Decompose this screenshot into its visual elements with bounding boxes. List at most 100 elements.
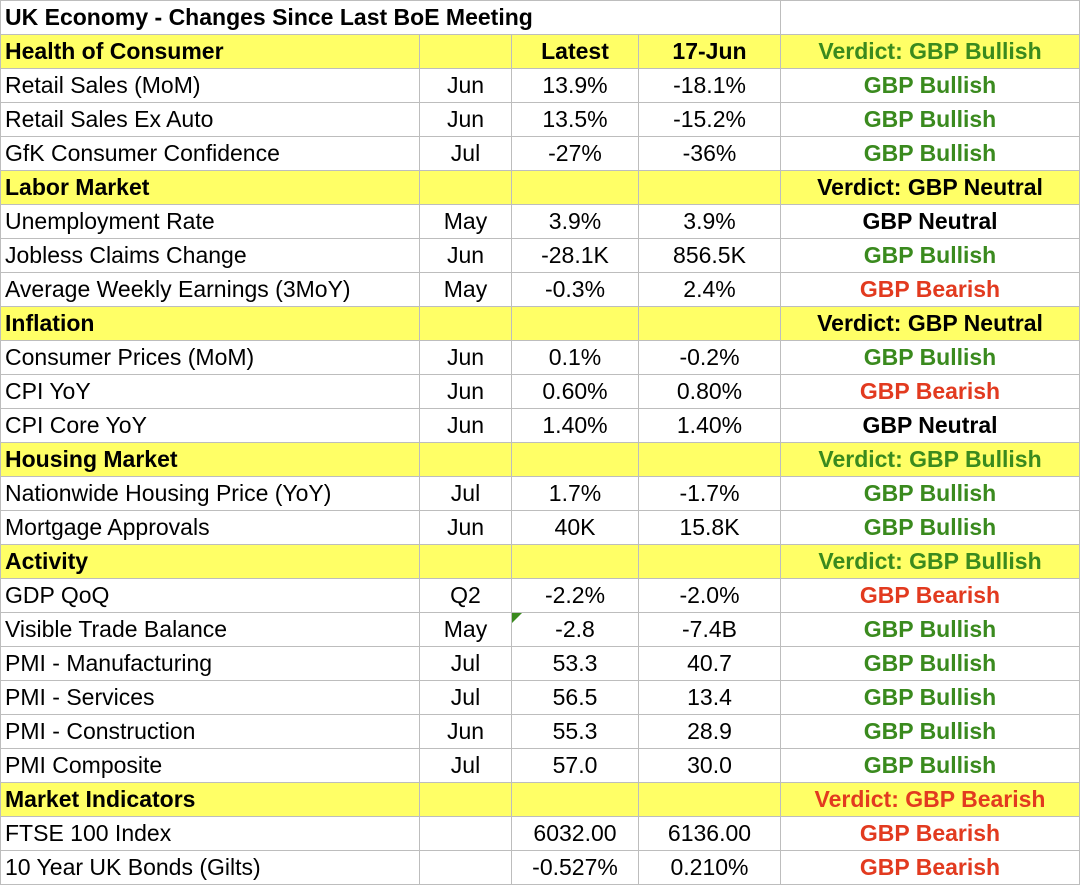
indicator-name-cell[interactable]: Consumer Prices (MoM)	[0, 340, 420, 375]
latest-header-cell[interactable]	[511, 544, 639, 579]
section-verdict-cell[interactable]: Verdict: GBP Bearish	[780, 782, 1080, 817]
sheet-title[interactable]: UK Economy - Changes Since Last BoE Meet…	[0, 0, 781, 35]
previous-value-cell[interactable]: 30.0	[638, 748, 781, 783]
verdict-cell[interactable]: GBP Bullish	[780, 646, 1080, 681]
indicator-name-cell[interactable]: GDP QoQ	[0, 578, 420, 613]
previous-value-cell[interactable]: -36%	[638, 136, 781, 171]
period-cell[interactable]: Jun	[419, 510, 512, 545]
comment-indicator-icon[interactable]	[512, 613, 522, 623]
previous-value-cell[interactable]: 0.210%	[638, 850, 781, 885]
verdict-cell[interactable]: GBP Bullish	[780, 238, 1080, 273]
latest-value-cell[interactable]: -27%	[511, 136, 639, 171]
previous-header-cell[interactable]	[638, 170, 781, 205]
period-cell[interactable]	[419, 306, 512, 341]
section-name-cell[interactable]: Inflation	[0, 306, 420, 341]
period-cell[interactable]	[419, 544, 512, 579]
latest-value-cell[interactable]: -28.1K	[511, 238, 639, 273]
verdict-cell[interactable]: GBP Bearish	[780, 816, 1080, 851]
latest-value-cell[interactable]: 55.3	[511, 714, 639, 749]
verdict-cell[interactable]: GBP Bearish	[780, 374, 1080, 409]
previous-value-cell[interactable]: 0.80%	[638, 374, 781, 409]
period-cell[interactable]: May	[419, 612, 512, 647]
period-cell[interactable]: Q2	[419, 578, 512, 613]
latest-value-cell[interactable]: 56.5	[511, 680, 639, 715]
previous-value-cell[interactable]: 28.9	[638, 714, 781, 749]
period-cell[interactable]	[419, 170, 512, 205]
period-cell[interactable]: Jun	[419, 374, 512, 409]
indicator-name-cell[interactable]: PMI - Construction	[0, 714, 420, 749]
indicator-name-cell[interactable]: Average Weekly Earnings (3MoY)	[0, 272, 420, 307]
section-name-cell[interactable]: Market Indicators	[0, 782, 420, 817]
period-cell[interactable]	[419, 34, 512, 69]
indicator-name-cell[interactable]: 10 Year UK Bonds (Gilts)	[0, 850, 420, 885]
previous-header-cell[interactable]	[638, 442, 781, 477]
indicator-name-cell[interactable]: Nationwide Housing Price (YoY)	[0, 476, 420, 511]
verdict-cell[interactable]: GBP Bullish	[780, 68, 1080, 103]
indicator-name-cell[interactable]: Retail Sales (MoM)	[0, 68, 420, 103]
verdict-cell[interactable]: GBP Bullish	[780, 476, 1080, 511]
previous-value-cell[interactable]: 856.5K	[638, 238, 781, 273]
previous-value-cell[interactable]: -18.1%	[638, 68, 781, 103]
previous-value-cell[interactable]: 13.4	[638, 680, 781, 715]
previous-value-cell[interactable]: 1.40%	[638, 408, 781, 443]
latest-value-cell[interactable]: 13.9%	[511, 68, 639, 103]
section-name-cell[interactable]: Housing Market	[0, 442, 420, 477]
indicator-name-cell[interactable]: Mortgage Approvals	[0, 510, 420, 545]
verdict-cell[interactable]: GBP Bullish	[780, 136, 1080, 171]
indicator-name-cell[interactable]: PMI - Manufacturing	[0, 646, 420, 681]
verdict-cell[interactable]: GBP Bullish	[780, 102, 1080, 137]
verdict-cell[interactable]: GBP Bearish	[780, 850, 1080, 885]
section-verdict-cell[interactable]: Verdict: GBP Bullish	[780, 442, 1080, 477]
period-cell[interactable]: Jun	[419, 714, 512, 749]
latest-value-cell[interactable]: 1.40%	[511, 408, 639, 443]
indicator-name-cell[interactable]: Jobless Claims Change	[0, 238, 420, 273]
indicator-name-cell[interactable]: Unemployment Rate	[0, 204, 420, 239]
verdict-cell[interactable]: GBP Neutral	[780, 408, 1080, 443]
previous-value-cell[interactable]: -2.0%	[638, 578, 781, 613]
latest-value-cell[interactable]: 1.7%	[511, 476, 639, 511]
period-cell[interactable]: Jun	[419, 68, 512, 103]
verdict-cell[interactable]: GBP Bullish	[780, 680, 1080, 715]
latest-value-cell[interactable]: -0.3%	[511, 272, 639, 307]
section-name-cell[interactable]: Labor Market	[0, 170, 420, 205]
period-cell[interactable]: Jul	[419, 136, 512, 171]
previous-value-cell[interactable]: -15.2%	[638, 102, 781, 137]
period-cell[interactable]: May	[419, 204, 512, 239]
period-cell[interactable]: Jun	[419, 238, 512, 273]
previous-header-cell[interactable]	[638, 306, 781, 341]
indicator-name-cell[interactable]: PMI - Services	[0, 680, 420, 715]
previous-header-cell[interactable]: 17-Jun	[638, 34, 781, 69]
latest-value-cell[interactable]: 3.9%	[511, 204, 639, 239]
latest-value-cell[interactable]: 40K	[511, 510, 639, 545]
section-name-cell[interactable]: Health of Consumer	[0, 34, 420, 69]
previous-value-cell[interactable]: 15.8K	[638, 510, 781, 545]
period-cell[interactable]: Jul	[419, 476, 512, 511]
indicator-name-cell[interactable]: Retail Sales Ex Auto	[0, 102, 420, 137]
period-cell[interactable]	[419, 850, 512, 885]
latest-header-cell[interactable]	[511, 782, 639, 817]
previous-value-cell[interactable]: -0.2%	[638, 340, 781, 375]
indicator-name-cell[interactable]: PMI Composite	[0, 748, 420, 783]
section-verdict-cell[interactable]: Verdict: GBP Neutral	[780, 170, 1080, 205]
latest-header-cell[interactable]: Latest	[511, 34, 639, 69]
latest-value-cell[interactable]: -2.2%	[511, 578, 639, 613]
previous-header-cell[interactable]	[638, 544, 781, 579]
period-cell[interactable]	[419, 782, 512, 817]
verdict-cell[interactable]: GBP Bullish	[780, 340, 1080, 375]
section-verdict-cell[interactable]: Verdict: GBP Bullish	[780, 544, 1080, 579]
verdict-cell[interactable]: GBP Bullish	[780, 510, 1080, 545]
previous-value-cell[interactable]: 3.9%	[638, 204, 781, 239]
indicator-name-cell[interactable]: CPI Core YoY	[0, 408, 420, 443]
indicator-name-cell[interactable]: Visible Trade Balance	[0, 612, 420, 647]
latest-value-cell[interactable]: 6032.00	[511, 816, 639, 851]
previous-value-cell[interactable]: 2.4%	[638, 272, 781, 307]
latest-value-cell[interactable]: 0.60%	[511, 374, 639, 409]
latest-value-cell[interactable]: 57.0	[511, 748, 639, 783]
latest-value-cell[interactable]: -2.8	[511, 612, 639, 647]
latest-value-cell[interactable]: 0.1%	[511, 340, 639, 375]
section-verdict-cell[interactable]: Verdict: GBP Neutral	[780, 306, 1080, 341]
period-cell[interactable]	[419, 442, 512, 477]
previous-value-cell[interactable]: -1.7%	[638, 476, 781, 511]
indicator-name-cell[interactable]: FTSE 100 Index	[0, 816, 420, 851]
verdict-cell[interactable]: GBP Bullish	[780, 612, 1080, 647]
